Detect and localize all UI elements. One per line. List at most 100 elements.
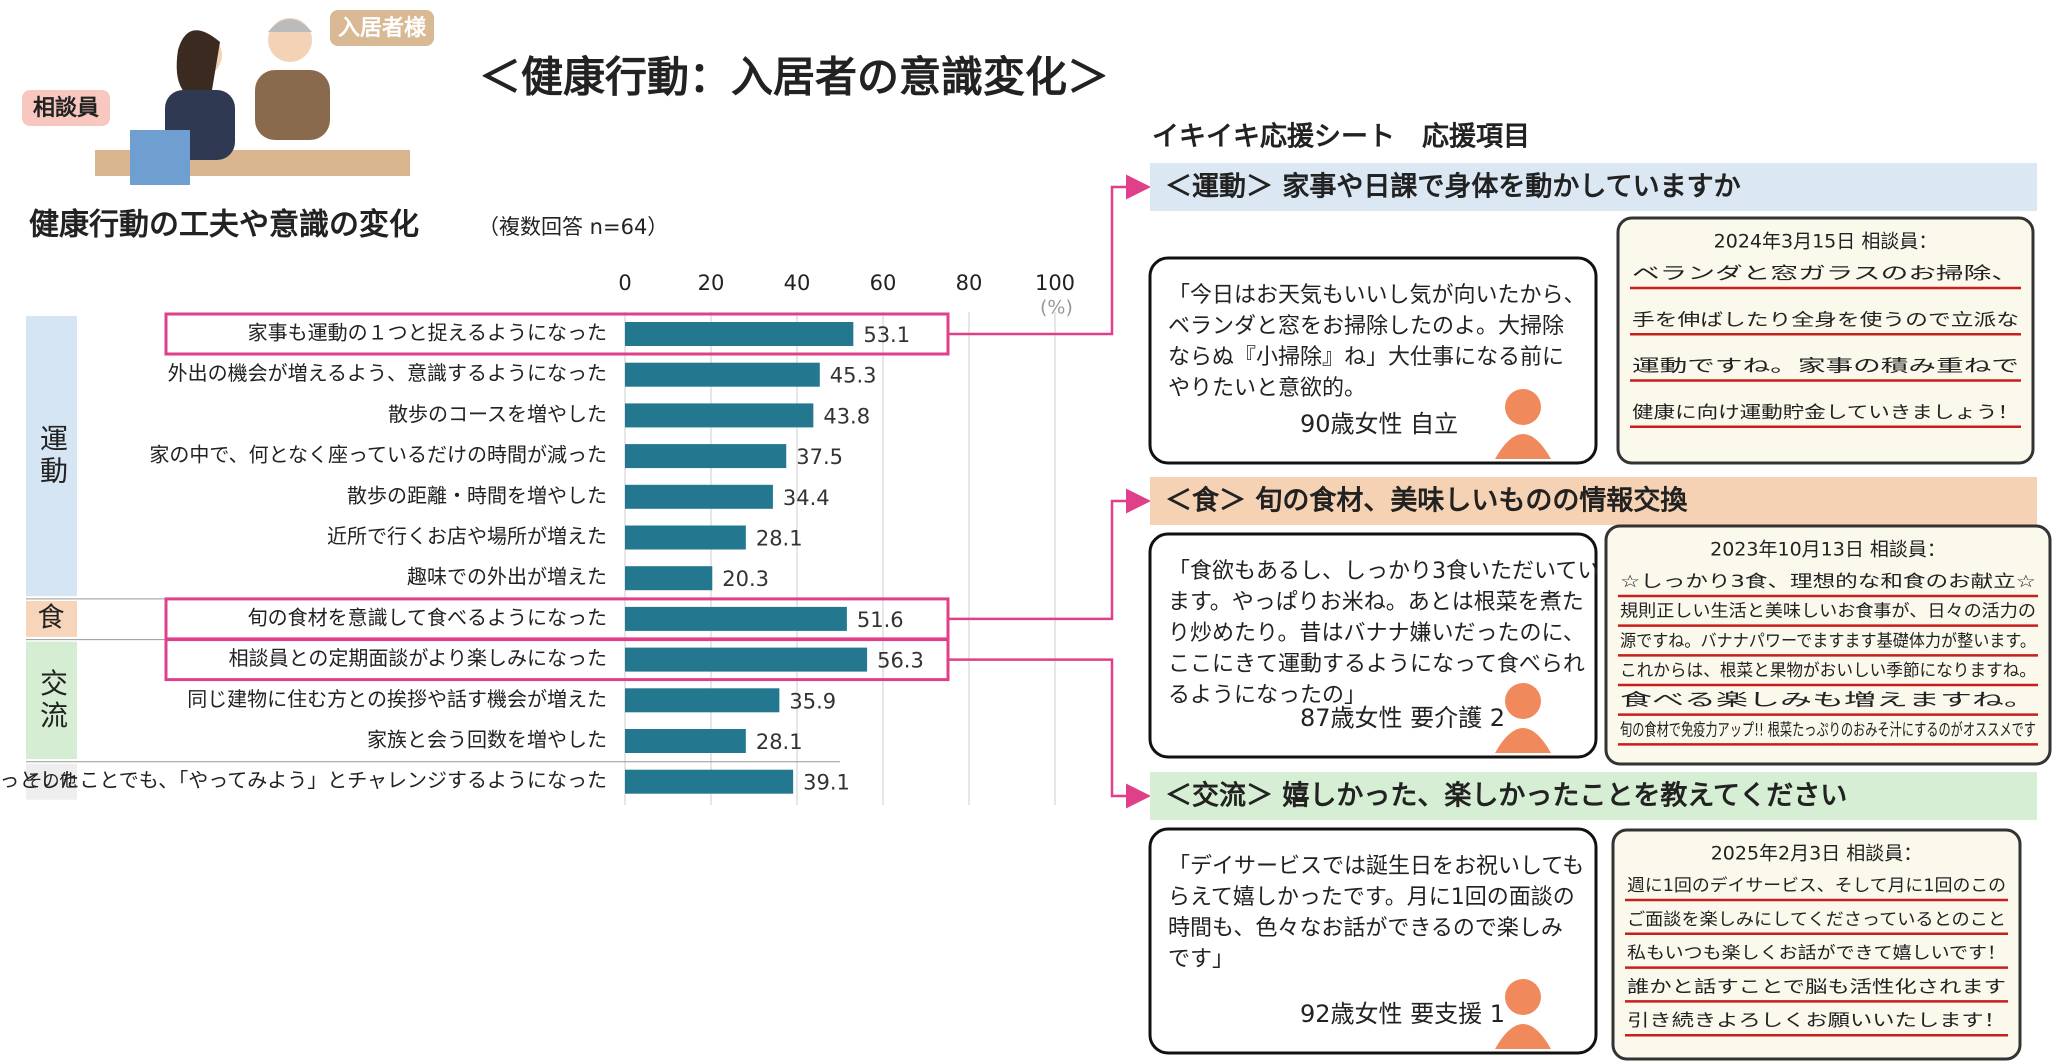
quote-line: り炒めたり。昔はバナナ嫌いだったのに、 bbox=[1168, 621, 1585, 646]
category-label: 旬の食材を意識して食べるようになった bbox=[248, 605, 607, 629]
category-label: 外出の機会が増えるよう、意識するようになった bbox=[168, 361, 607, 385]
note-line: ベランダと窓ガラスのお掃除、 bbox=[1632, 264, 2019, 284]
quote-line: ます。やっぱりお米ね。あとは根菜を煮た bbox=[1168, 590, 1584, 615]
resident-label: 入居者様 bbox=[338, 15, 427, 41]
note-line: 誰かと話すことで脳も活性化されます bbox=[1627, 977, 2006, 997]
group-label: 食 bbox=[38, 602, 65, 633]
quote-line: 「今日はお天気もいいし気が向いたから、 bbox=[1168, 283, 1586, 308]
counselor-label: 相談員 bbox=[33, 95, 99, 121]
bar bbox=[625, 362, 820, 387]
person-icon bbox=[1495, 1024, 1551, 1049]
note-line: これからは、根菜と果物がおいしい季節になりますね。 bbox=[1620, 661, 2036, 681]
connector bbox=[948, 658, 1151, 809]
group-label: 交流 bbox=[36, 668, 69, 732]
x-tick-label: 40 bbox=[784, 271, 811, 295]
quote-box bbox=[1148, 532, 1598, 759]
note-line: 運動ですね。家事の積み重ねで bbox=[1632, 357, 2019, 377]
bar bbox=[625, 647, 868, 672]
quote-line: ベランダと窓をお掃除したのよ。大掃除 bbox=[1168, 314, 1564, 339]
quote-line: ならぬ『小掃除』ね」大仕事になる前に bbox=[1168, 345, 1564, 370]
value-label: 51.6 bbox=[857, 608, 904, 632]
category-label: 同じ建物に住む方との挨拶や話す機会が増えた bbox=[187, 687, 607, 711]
note-line: 規則正しい生活と美味しいお食事が、日々の活力の bbox=[1620, 602, 2036, 622]
category-label: 家族と会う回数を増やした bbox=[367, 728, 607, 752]
note-card bbox=[1616, 216, 2035, 465]
chart-title: 健康行動の工夫や意識の変化 bbox=[29, 208, 419, 243]
quote-box bbox=[1148, 827, 1598, 1055]
x-tick-label: 100 bbox=[1035, 271, 1075, 295]
sheet-title: イキイキ応援シート 応援項目 bbox=[1152, 121, 1530, 153]
value-label: 43.8 bbox=[823, 404, 870, 428]
person-icon bbox=[1495, 434, 1551, 459]
value-label: 53.1 bbox=[863, 323, 910, 347]
person-icon bbox=[1505, 979, 1541, 1015]
speaker: 87歳女性 要介護 2 bbox=[1300, 704, 1505, 732]
bar bbox=[625, 606, 847, 631]
category-label: 散歩の距離・時間を増やした bbox=[347, 483, 607, 507]
value-label: 56.3 bbox=[877, 649, 924, 673]
chart-subtitle: （複数回答 n=64） bbox=[478, 215, 668, 239]
value-label: 45.3 bbox=[830, 364, 877, 388]
group-label: 運動 bbox=[36, 424, 69, 488]
x-tick-label: 0 bbox=[618, 271, 631, 295]
quote-line: るようになったの」 bbox=[1168, 683, 1366, 708]
x-tick-label: 20 bbox=[698, 271, 725, 295]
note-line: 週に1回のデイサービス、そして月に1回のこの bbox=[1627, 875, 2006, 896]
note-card bbox=[1604, 524, 2052, 766]
x-tick-label: 80 bbox=[956, 271, 983, 295]
value-label: 34.4 bbox=[783, 486, 830, 510]
category-label: 家の中で、何となく座っているだけの時間が減った bbox=[149, 443, 607, 467]
section-header bbox=[1150, 477, 2037, 525]
category-label: 散歩のコースを増やした bbox=[388, 402, 607, 426]
group-label: その他 bbox=[26, 772, 77, 792]
speaker: 92歳女性 要支援 1 bbox=[1300, 1000, 1505, 1028]
bar bbox=[625, 322, 854, 346]
quote-line: ここにきて運動するようになって食べられ bbox=[1168, 652, 1585, 677]
value-label: 35.9 bbox=[789, 689, 836, 713]
quote-line: 時間も、色々なお話ができるので楽しみ bbox=[1168, 916, 1563, 941]
quote-line: 「食欲もあるし、しっかり3食いただいてい bbox=[1168, 559, 1599, 584]
bar bbox=[625, 566, 713, 591]
value-label: 28.1 bbox=[756, 527, 803, 551]
note-line: 手を伸ばしたり全身を使うので立派な bbox=[1632, 309, 2019, 330]
bar bbox=[625, 769, 794, 794]
note-line: ご面談を楽しみにしてくださっているとのこと bbox=[1627, 910, 2006, 930]
note-line: 食べる楽しみも増えますね。 bbox=[1620, 691, 2036, 711]
quote-line: です」 bbox=[1168, 947, 1234, 972]
quote-box bbox=[1148, 256, 1598, 465]
bar bbox=[625, 525, 746, 550]
note-line: ☆しっかり3食、理想的な和食のお献立☆ bbox=[1620, 572, 2036, 592]
group-box bbox=[26, 316, 77, 597]
section-title: ＜運動＞ 家事や日課で身体を動かしていますか bbox=[1165, 171, 1741, 203]
label-box bbox=[330, 10, 434, 46]
note-line: 旬の食材で免疫力アップ!! 根菜たっぷりのおみそ汁にするのがオススメです bbox=[1620, 720, 2036, 740]
note-line: 源ですね。バナナパワーでますます基礎体力が整います。 bbox=[1620, 631, 2036, 651]
quote-line: やりたいと意欲的。 bbox=[1168, 376, 1366, 401]
speaker: 90歳女性 自立 bbox=[1300, 410, 1458, 438]
bar bbox=[625, 444, 787, 469]
section-title: ＜食＞ 旬の食材、美味しいものの情報交換 bbox=[1165, 485, 1688, 517]
connector bbox=[948, 174, 1151, 336]
note-date: 2025年2月3日 相談員： bbox=[1711, 843, 1923, 865]
category-label: 家事も運動の１つと捉えるようになった bbox=[248, 321, 607, 345]
illustration bbox=[95, 18, 410, 185]
person-icon bbox=[1495, 728, 1551, 753]
person-icon bbox=[1505, 389, 1541, 425]
category-label: 趣味での外出が増えた bbox=[407, 565, 607, 589]
section-title: ＜交流＞ 嬉しかった、楽しかったことを教えてください bbox=[1165, 780, 1847, 812]
x-tick-label: 60 bbox=[870, 271, 897, 295]
group-box bbox=[26, 763, 77, 800]
group-box bbox=[26, 600, 77, 637]
value-label: 20.3 bbox=[722, 567, 769, 591]
category-label: 相談員との定期面談がより楽しみになった bbox=[229, 646, 607, 670]
bar bbox=[625, 729, 746, 753]
page-title: ＜健康行動：入居者の意識変化＞ bbox=[479, 53, 1109, 102]
quote-line: らえて嬉しかったです。月に1回の面談の bbox=[1168, 885, 1575, 910]
value-label: 28.1 bbox=[756, 730, 803, 754]
bar bbox=[625, 688, 780, 713]
note-line: 私もいつも楽しくお話ができて嬉しいです！ bbox=[1627, 944, 2006, 964]
category-label: ちょっとしたことでも、「やってみよう」とチャレンジするようになった bbox=[0, 768, 607, 792]
bar bbox=[625, 403, 814, 428]
person-icon bbox=[1505, 683, 1541, 719]
